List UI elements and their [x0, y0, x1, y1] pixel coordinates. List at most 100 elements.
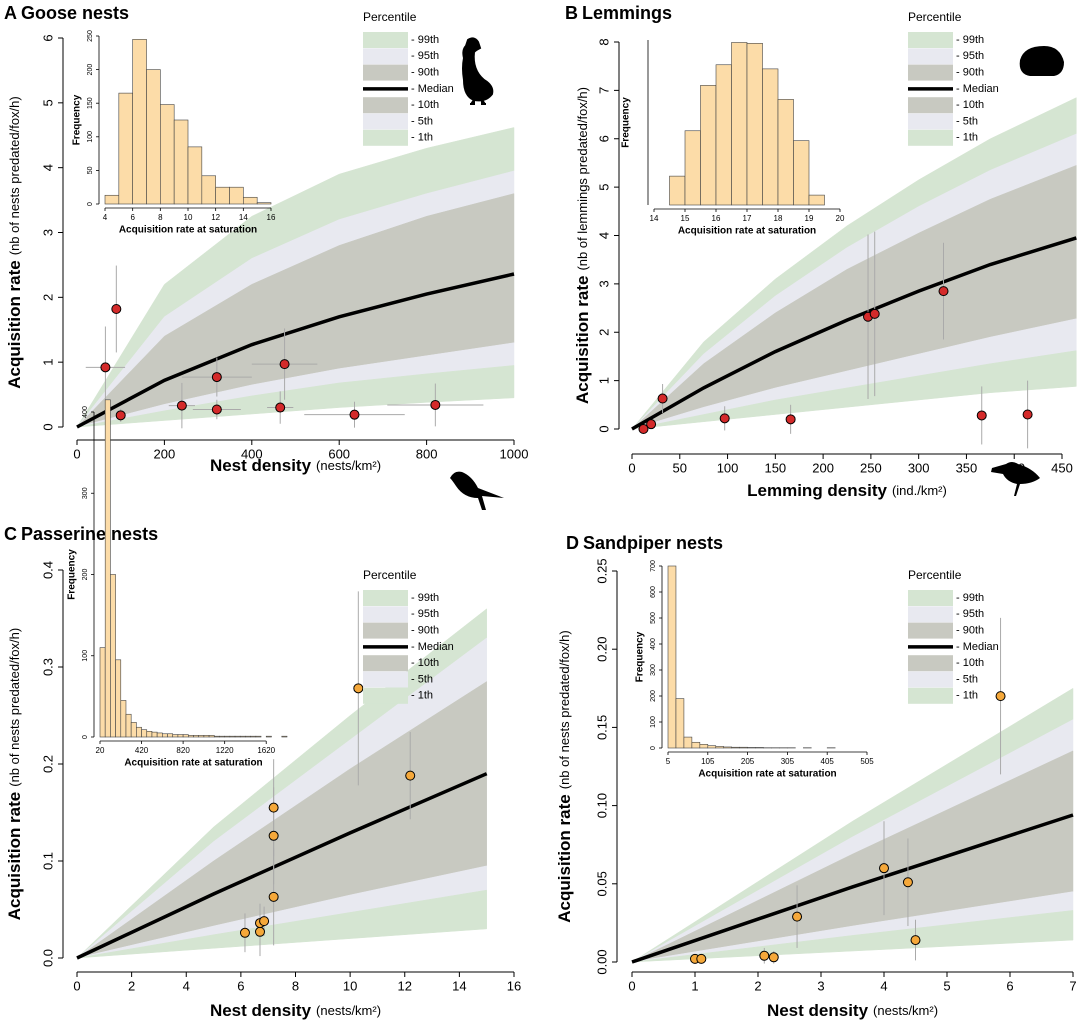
x-tick-label: 200 [154, 446, 176, 461]
inset-y-tick-label: 250 [87, 30, 94, 42]
data-point [719, 413, 730, 424]
legend-label: - Median [411, 83, 454, 95]
inset-y-tick-label: 150 [87, 97, 94, 109]
inset-x-tick-label: 1620 [257, 746, 275, 755]
data-point [976, 410, 987, 421]
x-tick-label: 0 [73, 978, 80, 993]
x-tick-label: 16 [507, 978, 521, 993]
legend-swatch [908, 129, 953, 146]
histogram-bar [746, 42, 763, 206]
histogram-bar [110, 574, 116, 738]
legend-label: - 1th [411, 690, 433, 702]
inset-y-label: Frequency [67, 549, 78, 600]
median-line [76, 772, 488, 960]
inset-x-tick-label: 14 [239, 213, 248, 222]
histogram-bar [700, 85, 717, 206]
legend-label: - 90th [956, 625, 984, 637]
inset-x-tick-label: 505 [860, 757, 874, 766]
data-point [1022, 409, 1033, 420]
legend-label: - 5th [956, 673, 978, 685]
inset-x-tick-label: 14 [650, 214, 659, 223]
legend-label: - 5th [411, 115, 433, 127]
legend-swatch [908, 590, 953, 606]
data-point [349, 409, 360, 420]
legend-label: - 95th [956, 50, 984, 62]
inset-y-tick-label: 200 [650, 690, 657, 702]
legend-label: - 10th [411, 99, 439, 111]
inset-y-tick-label: 0 [87, 202, 94, 206]
histogram-bar [188, 735, 194, 738]
histogram-bar [213, 735, 220, 738]
legend-title: Percentile [908, 568, 962, 582]
legend-label: - 90th [956, 67, 984, 79]
inset-x-label: Acquisition rate at saturation [698, 769, 836, 780]
y-tick-label: 0 [596, 425, 611, 432]
inset-y-tick-label: 50 [87, 166, 94, 174]
silhouettes [450, 37, 1064, 510]
inset-x-tick-label: 16 [267, 213, 276, 222]
y-tick-label: 0.4 [40, 561, 55, 579]
y-tick-label: 0.2 [40, 755, 55, 773]
histogram-bar [691, 741, 701, 749]
panel-title: Sandpiper nests [583, 533, 723, 553]
inset-x-tick-label: 17 [743, 214, 752, 223]
percentile-band [631, 910, 1074, 963]
legend-label: - 99th [411, 592, 439, 604]
x-tick-label: 8 [292, 978, 299, 993]
x-tick-label: 0 [628, 978, 635, 993]
panel-label: D [566, 533, 579, 553]
y-tick-label: 5 [40, 99, 55, 106]
y-tick-label: 4 [40, 164, 55, 171]
histogram-bar [177, 734, 184, 738]
data-point [279, 359, 290, 370]
histogram-bar [250, 735, 257, 738]
histogram-bar [245, 735, 251, 738]
y-tick-label: 0.10 [594, 793, 609, 818]
x-tick-label: 100 [717, 460, 739, 475]
histogram-bar [187, 146, 203, 205]
inset-y-label: Frequency [72, 94, 83, 145]
x-tick-label: 250 [860, 460, 882, 475]
inset-x-tick-label: 820 [176, 746, 190, 755]
legend-swatch [363, 687, 408, 704]
histogram-bar [118, 92, 133, 205]
x-tick-label: 2 [128, 978, 135, 993]
legend-title: Percentile [363, 568, 417, 582]
inset-x-tick-label: 4 [103, 213, 108, 222]
x-label-unit: (nests/km²) [873, 1003, 938, 1018]
data-point [211, 404, 222, 415]
y-tick-label: 6 [40, 34, 55, 41]
inset-x-tick-label: 10 [184, 213, 193, 222]
legend-label: - 10th [411, 657, 439, 669]
y-label-main: Acquisition rate [573, 276, 592, 404]
histogram-bar [234, 735, 241, 738]
histogram-bar [731, 746, 740, 749]
data-point [111, 304, 122, 315]
histogram-bar [172, 734, 179, 738]
x-axis-label: Nest density (nests/km²) [210, 1001, 381, 1020]
y-tick-label: 0.05 [594, 871, 609, 896]
inset-y-label: Frequency [635, 631, 646, 682]
inset-y-tick-label: 700 [650, 560, 657, 572]
legend-title: Percentile [363, 10, 417, 24]
histogram-bar [684, 130, 701, 206]
legend-label: - 90th [411, 625, 439, 637]
x-label-main: Nest density [767, 1001, 869, 1020]
histogram-bar [793, 140, 810, 206]
legend-label: - 99th [956, 592, 984, 604]
data-point [759, 950, 770, 961]
y-tick-label: 0.15 [594, 715, 609, 740]
data-point [268, 802, 279, 813]
y-tick-label: 3 [40, 229, 55, 236]
inset-x-tick-label: 20 [96, 746, 105, 755]
legend-swatch [908, 606, 953, 623]
legend-swatch [363, 671, 408, 688]
histogram-bar [808, 194, 825, 206]
x-axis-label: Nest density (nests/km²) [767, 1001, 938, 1020]
inset-y-tick-label: 400 [82, 406, 89, 418]
data-point [696, 953, 707, 964]
x-tick-label: 50 [673, 460, 687, 475]
x-tick-label: 600 [328, 446, 350, 461]
x-tick-label: 3 [817, 978, 824, 993]
y-tick-label: 5 [596, 184, 611, 191]
